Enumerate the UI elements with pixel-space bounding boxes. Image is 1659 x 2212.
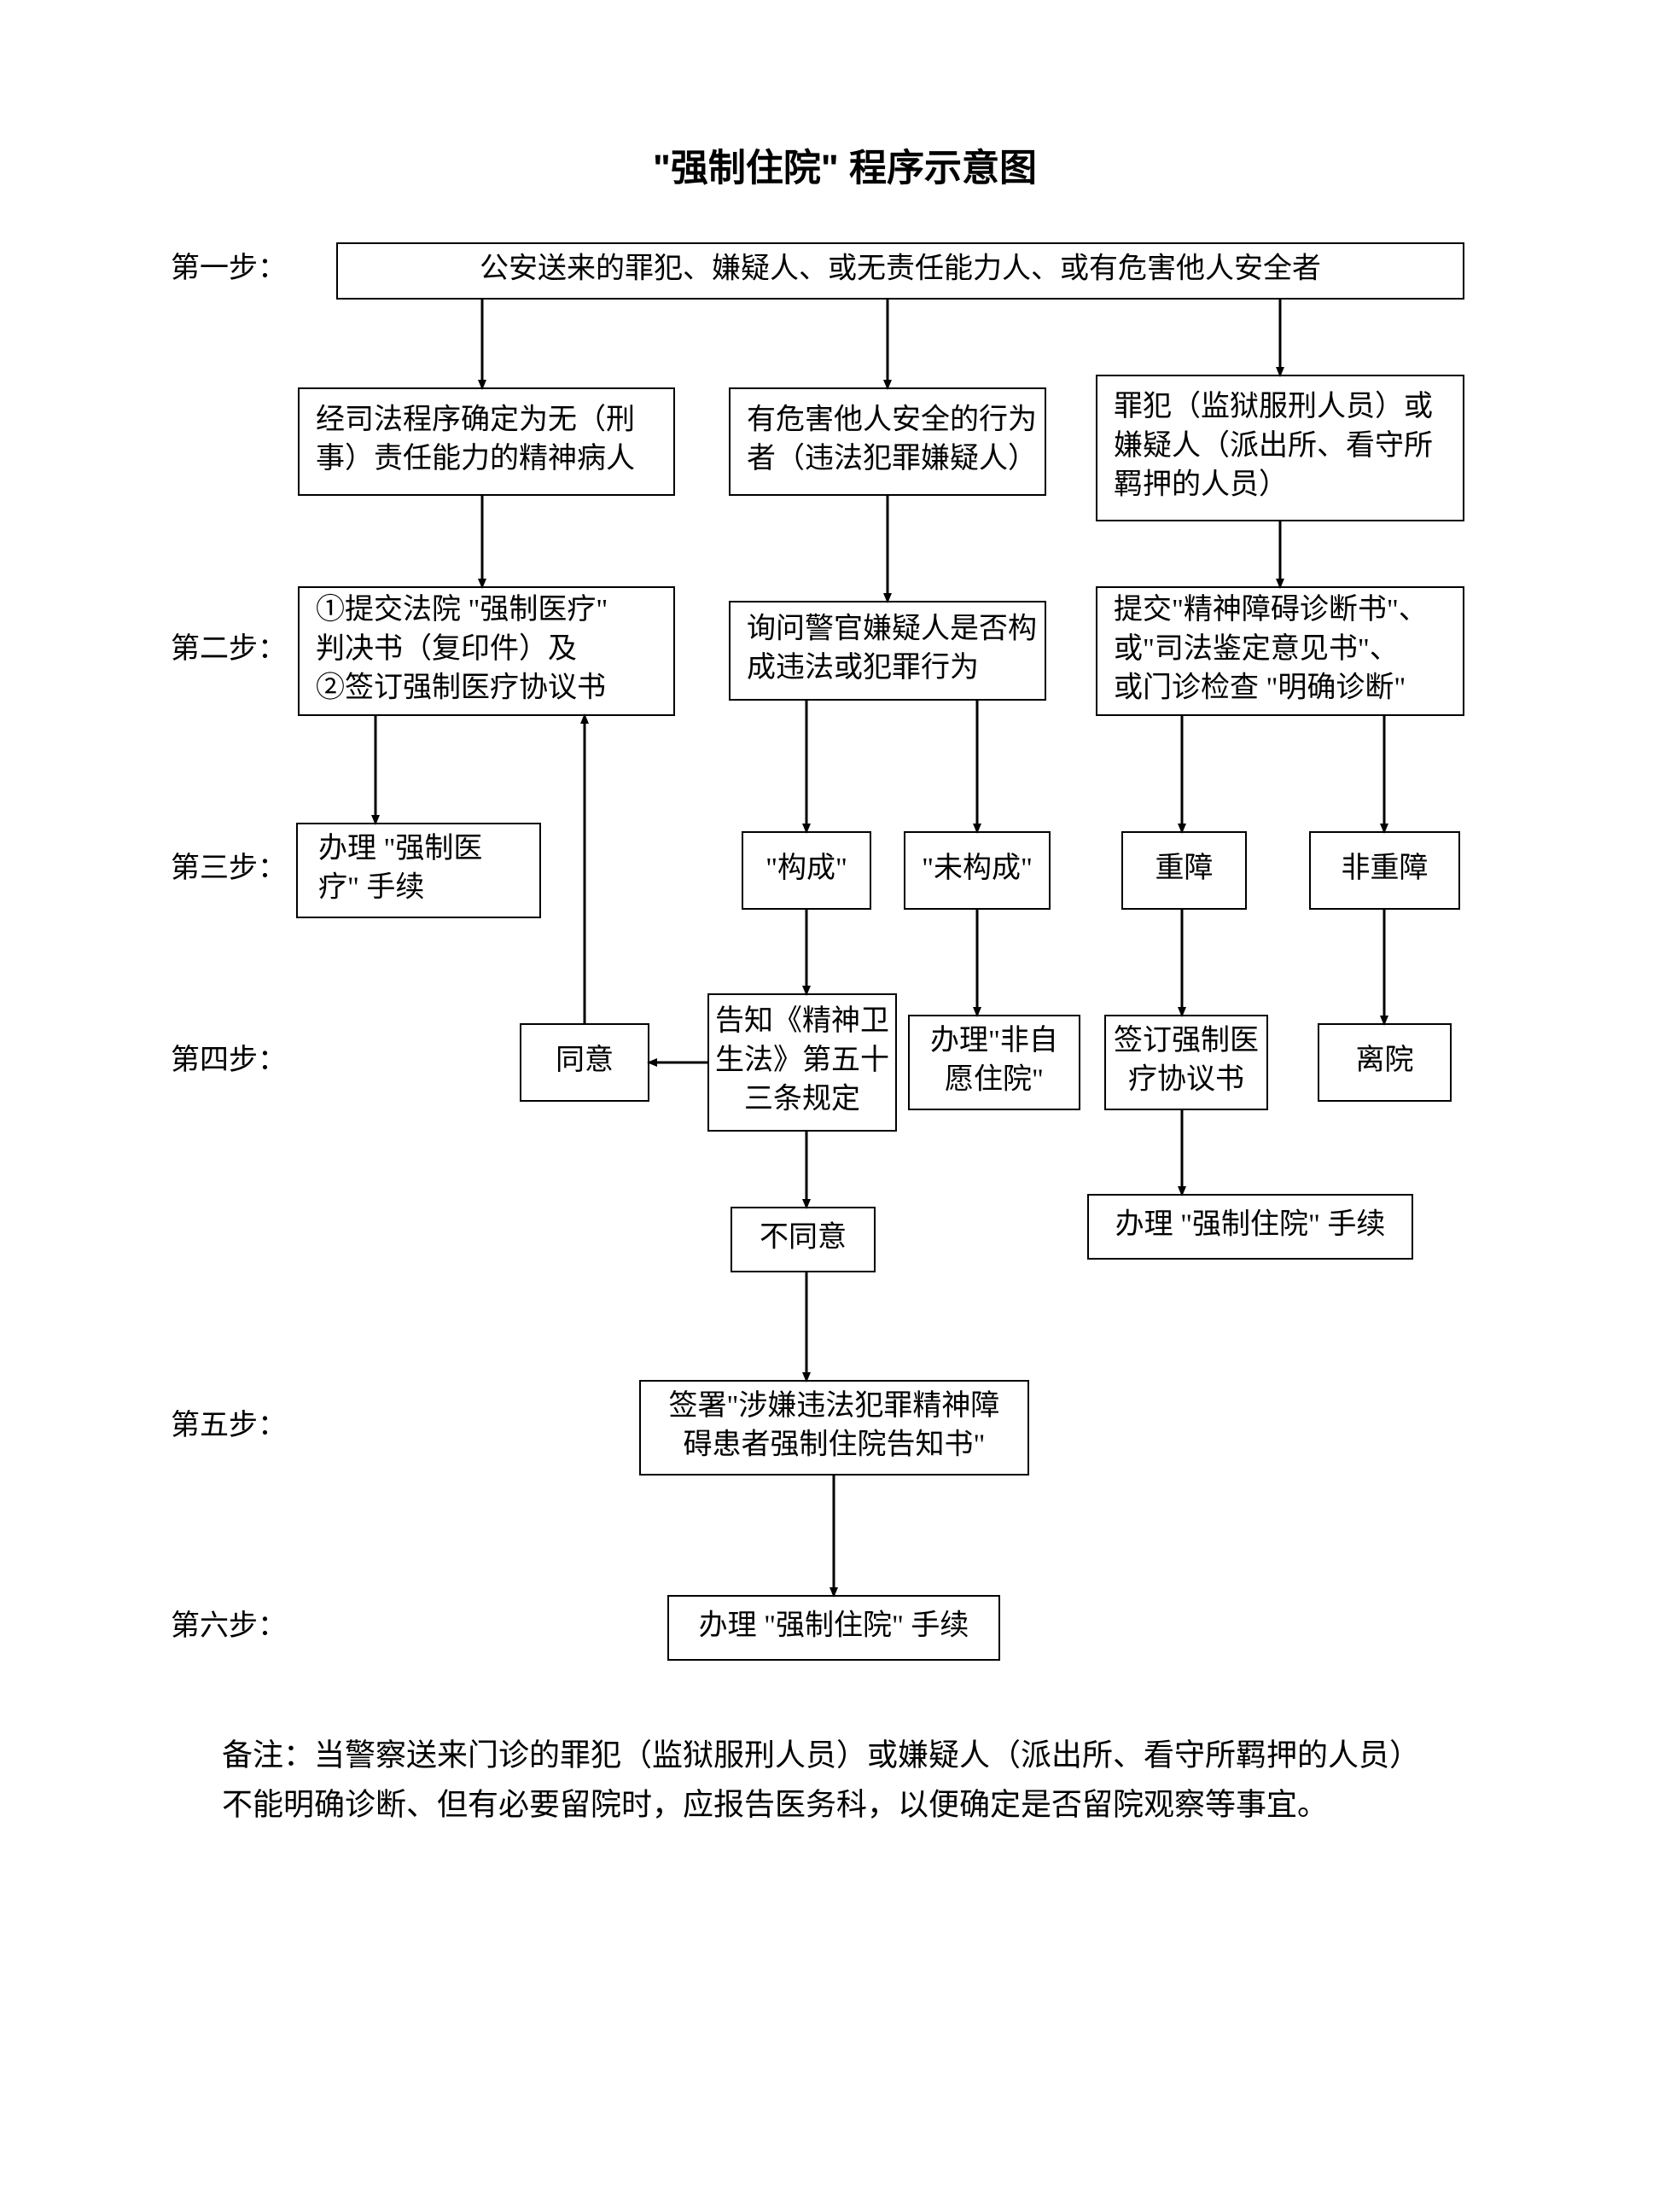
- node-b14-line-2: 三条规定: [744, 1083, 860, 1115]
- node-b8: 办理 "强制医疗" 手续: [297, 824, 540, 917]
- node-b5: ①提交法院 "强制医疗" 判决书（复印件）及 ②签订强制医疗协议书: [299, 587, 674, 715]
- node-b13: 同意: [521, 1024, 649, 1101]
- node-b3-line-1: 者（违法犯罪嫌疑人）: [747, 442, 1037, 474]
- node-b14-line-0: 告知《精神卫: [715, 1004, 889, 1037]
- node-b2: 经司法程序确定为无（刑事）责任能力的精神病人: [299, 388, 674, 495]
- diagram-title: "强制住院" 程序示意图: [653, 148, 1037, 189]
- node-b6-line-1: 成违法或犯罪行为: [747, 651, 979, 684]
- node-b15-line-0: 办理"非自: [930, 1024, 1058, 1057]
- node-b13-line-0: 同意: [556, 1044, 614, 1076]
- node-b8-line-1: 疗" 手续: [318, 871, 424, 904]
- node-b16-line-0: 签订强制医: [1114, 1024, 1259, 1057]
- node-b6-line-0: 询问警官嫌疑人是否构: [747, 612, 1037, 644]
- flowchart-canvas: "强制住院" 程序示意图第一步： 第二步： 第三步： 第四步： 第五步： 第六步： 公安送来…: [0, 0, 1659, 2212]
- node-b7-line-0: 提交"精神障碍诊断书"、: [1114, 593, 1428, 626]
- node-b4-line-0: 罪犯（监狱服刑人员）或: [1114, 390, 1433, 422]
- node-b9: "构成": [742, 832, 870, 909]
- node-b6: 询问警官嫌疑人是否构成违法或犯罪行为: [730, 602, 1045, 700]
- node-b19: 办理 "强制住院" 手续: [1088, 1195, 1412, 1259]
- node-b20-line-0: 签署"涉嫌违法犯罪精神障: [669, 1389, 1000, 1422]
- node-b15: 办理"非自愿住院": [909, 1016, 1080, 1109]
- node-b4-line-1: 嫌疑人（派出所、看守所: [1114, 429, 1433, 462]
- node-b4: 罪犯（监狱服刑人员）或嫌疑人（派出所、看守所羁押的人员）: [1097, 375, 1464, 521]
- node-b20: 签署"涉嫌违法犯罪精神障碍患者强制住院告知书": [640, 1381, 1028, 1475]
- node-b3-line-0: 有危害他人安全的行为: [747, 403, 1037, 435]
- node-b5-line-2: ②签订强制医疗协议书: [316, 672, 606, 704]
- node-b16-line-1: 疗协议书: [1128, 1063, 1244, 1096]
- node-b17: 离院: [1318, 1024, 1451, 1101]
- node-b17-line-0: 离院: [1356, 1044, 1414, 1076]
- step-label-5: 第五步：: [171, 1409, 287, 1441]
- node-b8-line-0: 办理 "强制医: [318, 832, 482, 864]
- step-label-3: 第三步：: [171, 852, 287, 884]
- node-b2-line-1: 事）责任能力的精神病人: [316, 442, 635, 474]
- node-b9-line-0: "构成": [765, 852, 847, 884]
- node-b12: 非重障: [1310, 832, 1459, 909]
- step-label-4: 第四步：: [171, 1044, 287, 1076]
- node-b18: 不同意: [731, 1208, 875, 1272]
- node-b1-line-0: 公安送来的罪犯、嫌疑人、或无责任能力人、或有危害他人安全者: [480, 252, 1321, 284]
- node-b7-line-1: 或"司法鉴定意见书"、: [1114, 632, 1399, 665]
- node-b1: 公安送来的罪犯、嫌疑人、或无责任能力人、或有危害他人安全者: [337, 243, 1464, 299]
- node-b3: 有危害他人安全的行为者（违法犯罪嫌疑人）: [730, 388, 1045, 495]
- footnote-line-1: 不能明确诊断、但有必要留院时，应报告医务科，以便确定是否留院观察等事宜。: [222, 1787, 1328, 1821]
- node-b20-line-1: 碍患者强制住院告知书": [684, 1429, 986, 1461]
- node-b7-line-2: 或门诊检查 "明确诊断": [1114, 672, 1406, 704]
- node-b2-line-0: 经司法程序确定为无（刑: [316, 403, 635, 435]
- node-b10: "未构成": [905, 832, 1050, 909]
- node-b11: 重障: [1122, 832, 1246, 909]
- node-b15-line-1: 愿住院": [945, 1063, 1044, 1096]
- node-b7: 提交"精神障碍诊断书"、或"司法鉴定意见书"、或门诊检查 "明确诊断": [1097, 587, 1464, 715]
- node-b21: 办理 "强制住院" 手续: [668, 1596, 999, 1660]
- node-b12-line-0: 非重障: [1342, 852, 1429, 884]
- node-b4-line-2: 羁押的人员）: [1114, 469, 1288, 501]
- node-b14-line-1: 生法》第五十: [715, 1044, 889, 1076]
- node-b16: 签订强制医疗协议书: [1105, 1016, 1267, 1109]
- node-b10-line-0: "未构成": [922, 852, 1033, 884]
- step-label-2: 第二步：: [171, 632, 287, 665]
- node-b19-line-0: 办理 "强制住院" 手续: [1115, 1208, 1386, 1240]
- node-b14: 告知《精神卫生法》第五十三条规定: [708, 994, 896, 1131]
- node-b11-line-0: 重障: [1155, 852, 1214, 884]
- node-b5-line-1: 判决书（复印件）及: [316, 632, 577, 665]
- footnote-line-0: 备注：当警察送来门诊的罪犯（监狱服刑人员）或嫌疑人（派出所、看守所羁押的人员）: [222, 1738, 1420, 1772]
- node-b18-line-0: 不同意: [760, 1220, 847, 1253]
- node-b5-line-0: ①提交法院 "强制医疗": [316, 593, 608, 626]
- step-label-1: 第一步：: [171, 252, 287, 284]
- step-label-6: 第六步：: [171, 1610, 287, 1642]
- node-b21-line-0: 办理 "强制住院" 手续: [699, 1609, 969, 1641]
